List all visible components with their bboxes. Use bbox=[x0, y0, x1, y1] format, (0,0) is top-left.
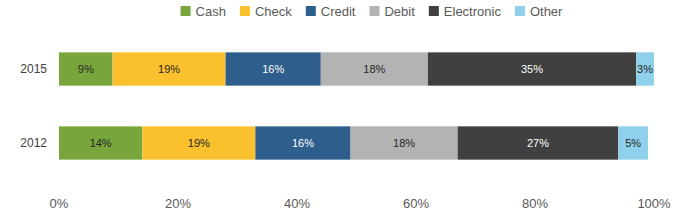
data-label: 16% bbox=[292, 137, 314, 149]
tick-label: 40% bbox=[284, 196, 310, 211]
tick-label: 100% bbox=[637, 196, 671, 211]
bar-segment bbox=[636, 52, 654, 85]
legend-item: Cash bbox=[181, 4, 226, 19]
bar-segment bbox=[351, 126, 458, 159]
legend-swatch bbox=[306, 6, 316, 16]
bar-segment bbox=[618, 126, 648, 159]
data-label: 19% bbox=[158, 63, 180, 75]
legend-swatch bbox=[181, 6, 191, 16]
legend-item: Check bbox=[240, 4, 292, 19]
data-label: 35% bbox=[521, 63, 543, 75]
legend-label: Cash bbox=[196, 4, 226, 19]
legend-item: Credit bbox=[306, 4, 356, 19]
bar-segment bbox=[428, 52, 636, 85]
legend-swatch bbox=[369, 6, 379, 16]
legend-item: Debit bbox=[369, 4, 415, 19]
chart-container: 9% 14% 19% 19% 16% 16% 18% 18% 35% 27% 3% 5% 0% 20% 40… bbox=[0, 0, 684, 219]
category-label: 2015 bbox=[20, 62, 47, 76]
data-label: 5% bbox=[625, 137, 641, 149]
axes: 0% 20% 40% 60% 80% 100% 2015 2012 bbox=[20, 62, 671, 211]
data-labels: 9% 14% 19% 19% 16% 16% 18% 18% 35% 27% 3% 5% bbox=[78, 63, 653, 149]
data-label: 14% bbox=[90, 137, 112, 149]
data-label: 27% bbox=[527, 137, 549, 149]
data-label: 9% bbox=[78, 63, 94, 75]
legend-swatch bbox=[515, 6, 525, 16]
bar-segment bbox=[321, 52, 428, 85]
legend-swatch bbox=[429, 6, 439, 16]
data-label: 19% bbox=[188, 137, 210, 149]
legend-item: Electronic bbox=[429, 4, 502, 19]
bar-segment bbox=[59, 126, 142, 159]
bar-segment bbox=[142, 126, 255, 159]
category-label: 2012 bbox=[20, 136, 47, 150]
data-label: 18% bbox=[393, 137, 415, 149]
chart-svg: 9% 14% 19% 19% 16% 16% 18% 18% 35% 27% 3% 5% 0% 20% 40… bbox=[0, 0, 684, 219]
tick-label: 20% bbox=[165, 196, 191, 211]
legend-label: Other bbox=[530, 4, 563, 19]
bar-segment bbox=[113, 52, 226, 85]
legend-swatch bbox=[240, 6, 250, 16]
data-label: 3% bbox=[637, 63, 653, 75]
bar-segment bbox=[458, 126, 619, 159]
tick-label: 80% bbox=[522, 196, 548, 211]
tick-label: 60% bbox=[403, 196, 429, 211]
tick-label: 0% bbox=[50, 196, 69, 211]
legend-label: Debit bbox=[384, 4, 415, 19]
legend: Cash Check Credit Debit Electronic Other bbox=[181, 4, 564, 19]
legend-label: Check bbox=[255, 4, 292, 19]
data-label: 18% bbox=[363, 63, 385, 75]
bar-segment bbox=[59, 52, 113, 85]
data-label: 16% bbox=[262, 63, 284, 75]
bar-segment bbox=[255, 126, 350, 159]
bars bbox=[59, 52, 654, 159]
legend-label: Credit bbox=[321, 4, 356, 19]
bar-segment bbox=[226, 52, 321, 85]
legend-item: Other bbox=[515, 4, 563, 19]
legend-label: Electronic bbox=[444, 4, 502, 19]
